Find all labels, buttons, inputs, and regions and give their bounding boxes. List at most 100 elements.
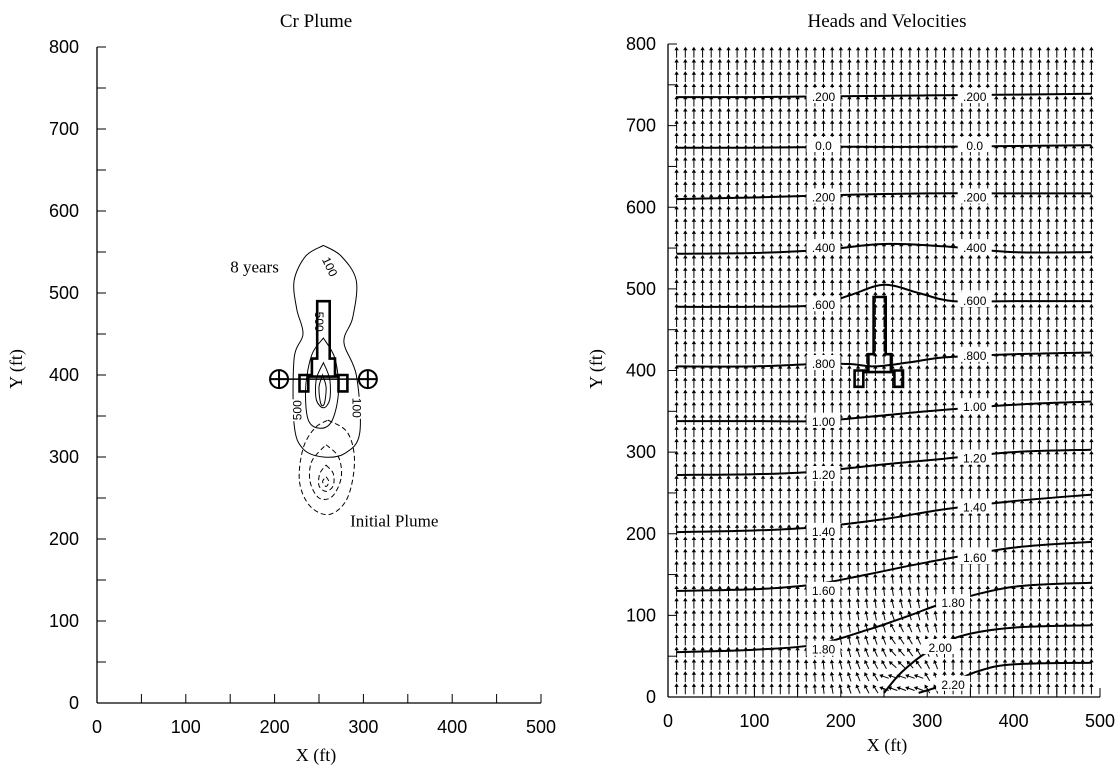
velocity-arrow xyxy=(915,660,922,669)
velocity-arrow-head xyxy=(778,230,783,234)
velocity-arrow xyxy=(864,475,869,487)
velocity-arrow-head xyxy=(855,438,861,443)
velocity-arrow-head xyxy=(855,487,861,491)
velocity-arrow-head xyxy=(873,156,878,161)
velocity-arrow xyxy=(881,193,887,205)
velocity-arrow-head xyxy=(700,511,705,516)
velocity-arrow-head xyxy=(760,389,766,394)
velocity-arrow xyxy=(907,132,913,144)
velocity-arrow xyxy=(683,144,688,156)
velocity-arrow xyxy=(717,156,722,168)
velocity-arrow xyxy=(855,463,861,474)
velocity-arrow-head xyxy=(709,242,714,247)
velocity-arrow xyxy=(873,598,878,609)
velocity-arrow xyxy=(760,156,766,168)
velocity-arrow xyxy=(907,279,913,291)
velocity-arrow-head xyxy=(812,536,818,540)
velocity-arrow xyxy=(743,267,748,279)
velocity-arrow xyxy=(890,524,895,536)
velocity-arrow xyxy=(925,340,930,352)
velocity-vectors xyxy=(674,46,1094,695)
velocity-arrow xyxy=(778,316,783,327)
velocity-arrow-head xyxy=(717,46,722,51)
velocity-arrow-head xyxy=(887,674,893,679)
velocity-arrow-head xyxy=(778,511,783,516)
velocity-arrow-head xyxy=(760,524,766,528)
velocity-arrow xyxy=(899,267,904,279)
velocity-arrow xyxy=(717,267,722,279)
velocity-arrow xyxy=(743,316,748,327)
velocity-arrow-head xyxy=(734,401,740,406)
velocity-arrow-head xyxy=(717,646,722,651)
velocity-arrow-head xyxy=(734,328,740,332)
velocity-arrow xyxy=(717,181,722,193)
velocity-arrow-head xyxy=(830,487,835,491)
velocity-arrow-head xyxy=(864,156,869,161)
velocity-arrow-head xyxy=(769,536,774,540)
velocity-arrow-head xyxy=(752,401,757,406)
velocity-arrow xyxy=(743,634,748,646)
velocity-arrow-head xyxy=(916,499,921,504)
velocity-arrow xyxy=(691,634,697,646)
velocity-arrow-head xyxy=(769,401,774,406)
velocity-arrow xyxy=(734,169,740,181)
velocity-arrow xyxy=(907,487,913,499)
velocity-arrow-head xyxy=(691,352,697,357)
velocity-arrow xyxy=(873,401,878,413)
velocity-arrow-head xyxy=(830,71,835,75)
velocity-arrow-head xyxy=(864,132,869,136)
velocity-arrow xyxy=(778,463,783,474)
velocity-arrow-head xyxy=(812,328,818,332)
velocity-arrow xyxy=(760,144,766,156)
velocity-arrow xyxy=(933,156,938,168)
velocity-arrow xyxy=(864,58,869,70)
velocity-arrow xyxy=(734,646,740,658)
velocity-arrow-head xyxy=(726,181,731,185)
velocity-arrow-head xyxy=(864,561,869,566)
velocity-arrow xyxy=(726,524,731,536)
velocity-arrow-head xyxy=(916,218,921,222)
velocity-arrow xyxy=(717,573,722,585)
velocity-arrow xyxy=(743,438,748,450)
velocity-arrow xyxy=(890,475,895,487)
velocity-arrow xyxy=(674,132,679,144)
velocity-arrow xyxy=(899,401,904,413)
velocity-arrow-head xyxy=(933,230,938,234)
velocity-arrow-head xyxy=(864,279,869,283)
velocity-arrow xyxy=(924,610,930,621)
velocity-arrow xyxy=(881,156,887,168)
velocity-arrow xyxy=(683,671,688,683)
velocity-arrow-head xyxy=(804,377,809,381)
velocity-arrow-head xyxy=(812,450,818,455)
velocity-arrow-head xyxy=(778,205,783,210)
velocity-arrow xyxy=(752,536,757,548)
velocity-arrow xyxy=(804,426,809,438)
velocity-arrow xyxy=(916,83,921,95)
velocity-arrow-head xyxy=(795,107,800,112)
velocity-arrow-head xyxy=(743,634,748,638)
velocity-arrow xyxy=(855,303,861,315)
velocity-arrow xyxy=(700,683,705,695)
velocity-arrow-head xyxy=(691,646,697,651)
velocity-arrow xyxy=(804,377,809,389)
velocity-arrow-head xyxy=(933,389,938,394)
velocity-arrow-head xyxy=(743,622,748,626)
velocity-arrow xyxy=(872,647,878,657)
velocity-arrow xyxy=(847,573,852,584)
velocity-arrow-head xyxy=(683,524,688,528)
velocity-arrow xyxy=(916,536,921,548)
velocity-arrow xyxy=(907,169,913,181)
velocity-arrow-head xyxy=(760,401,766,406)
velocity-arrow-head xyxy=(855,647,860,652)
velocity-arrow xyxy=(933,365,938,376)
velocity-arrow xyxy=(786,597,792,609)
velocity-arrow xyxy=(709,658,714,670)
velocity-arrow xyxy=(726,609,731,621)
velocity-arrow xyxy=(786,658,792,670)
velocity-arrow xyxy=(855,671,861,682)
velocity-arrow-head xyxy=(907,487,913,491)
velocity-arrow-head xyxy=(847,499,852,504)
velocity-arrow xyxy=(916,181,921,193)
velocity-arrow-head xyxy=(804,536,809,540)
velocity-arrow-head xyxy=(838,438,843,443)
